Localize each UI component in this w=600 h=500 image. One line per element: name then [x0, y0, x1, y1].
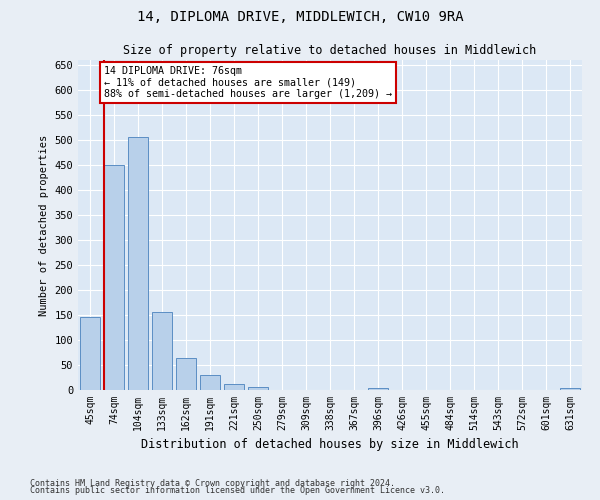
Text: 14, DIPLOMA DRIVE, MIDDLEWICH, CW10 9RA: 14, DIPLOMA DRIVE, MIDDLEWICH, CW10 9RA: [137, 10, 463, 24]
Bar: [176, 358, 196, 390]
Bar: [128, 136, 148, 390]
Bar: [152, 312, 172, 390]
Bar: [224, 384, 244, 390]
Bar: [104, 165, 124, 390]
X-axis label: Distribution of detached houses by size in Middlewich: Distribution of detached houses by size …: [141, 438, 519, 452]
Title: Size of property relative to detached houses in Middlewich: Size of property relative to detached ho…: [124, 44, 536, 58]
Bar: [80, 316, 100, 390]
Bar: [368, 388, 388, 390]
Text: Contains public sector information licensed under the Open Government Licence v3: Contains public sector information licen…: [30, 486, 445, 495]
Y-axis label: Number of detached properties: Number of detached properties: [39, 134, 49, 316]
Text: Contains HM Land Registry data © Crown copyright and database right 2024.: Contains HM Land Registry data © Crown c…: [30, 478, 395, 488]
Text: 14 DIPLOMA DRIVE: 76sqm
← 11% of detached houses are smaller (149)
88% of semi-d: 14 DIPLOMA DRIVE: 76sqm ← 11% of detache…: [104, 66, 392, 99]
Bar: [248, 387, 268, 390]
Bar: [200, 375, 220, 390]
Bar: [560, 388, 580, 390]
